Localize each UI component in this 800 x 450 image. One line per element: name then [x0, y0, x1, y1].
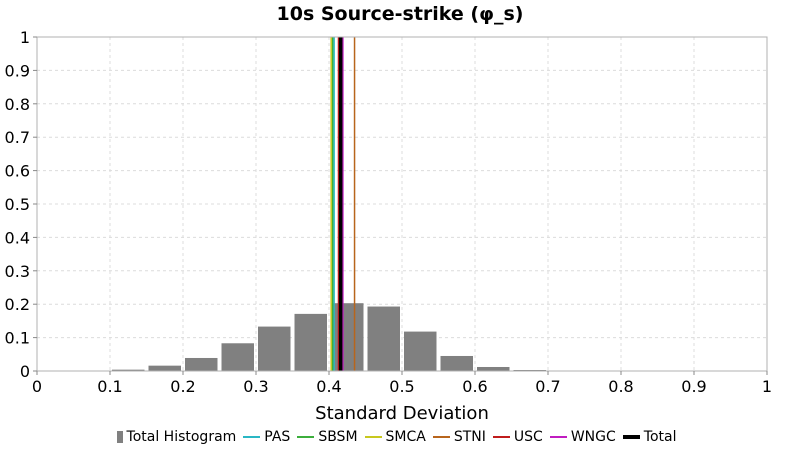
vertical-lines	[330, 37, 356, 371]
legend-item: PAS	[243, 429, 290, 445]
chart-legend: Total Histogram PAS SBSM SMCA STNI USC WNGC Tot…	[0, 429, 800, 445]
x-tick-label: 0	[32, 377, 42, 396]
legend-label: PAS	[264, 429, 291, 445]
legend-swatch	[549, 436, 567, 438]
histogram-bar	[221, 343, 254, 371]
histogram-bar	[331, 303, 364, 371]
x-tick-label: 0.1	[97, 377, 122, 396]
x-tick-label: 0.5	[389, 377, 414, 396]
x-tick-label: 0.6	[462, 377, 487, 396]
legend-item: SMCA	[364, 429, 426, 445]
y-axis-ticks: 0 0.1 0.2 0.3 0.4 0.5 0.6 0.7 0.8 0.9 1	[5, 28, 37, 381]
grid	[36, 36, 768, 372]
legend-item: Total Histogram	[116, 429, 237, 445]
histogram-bar	[513, 369, 546, 371]
chart-title: 10s Source-strike (φ_s)	[277, 3, 524, 25]
legend-item: SBSM	[297, 429, 358, 445]
y-tick-label: 1	[20, 28, 30, 47]
histogram-bar	[367, 306, 400, 371]
x-axis-label: Standard Deviation	[315, 403, 489, 424]
legend-item: Total	[622, 429, 677, 445]
y-tick-label: 0	[20, 362, 30, 381]
x-tick-label: 0.2	[170, 377, 195, 396]
legend-label: WNGC	[570, 429, 616, 445]
legend-swatch	[243, 436, 261, 438]
x-tick-label: 0.9	[681, 377, 706, 396]
x-tick-label: 0.8	[608, 377, 633, 396]
y-tick-label: 0.7	[5, 128, 30, 147]
legend-swatch	[432, 436, 450, 438]
legend-swatch	[492, 436, 510, 438]
histogram-bar	[294, 313, 327, 371]
y-tick-label: 0.3	[5, 262, 30, 281]
x-tick-label: 0.3	[243, 377, 268, 396]
legend-swatch	[622, 435, 640, 439]
legend-label: Total Histogram	[126, 429, 237, 445]
legend-swatch	[116, 431, 123, 443]
y-tick-label: 0.6	[5, 162, 30, 181]
x-tick-label: 0.7	[535, 377, 560, 396]
y-tick-label: 0.1	[5, 329, 30, 348]
y-tick-label: 0.4	[5, 228, 30, 247]
histogram-bar	[112, 369, 145, 371]
x-axis-ticks: 0 0.1 0.2 0.3 0.4 0.5 0.6 0.7 0.8 0.9 1	[32, 371, 772, 396]
y-tick-label: 0.9	[5, 61, 30, 80]
histogram-bar	[185, 357, 218, 371]
legend-label: USC	[513, 429, 543, 445]
legend-item: WNGC	[549, 429, 616, 445]
histogram-bar	[440, 355, 473, 371]
legend-swatch	[297, 436, 315, 438]
x-tick-label: 1	[762, 377, 772, 396]
histogram-bars	[112, 303, 546, 371]
x-tick-label: 0.4	[316, 377, 341, 396]
legend-label: SBSM	[318, 429, 358, 445]
legend-label: SMCA	[385, 429, 426, 445]
legend-label: Total	[643, 429, 677, 445]
legend-label: STNI	[453, 429, 486, 445]
y-tick-label: 0.8	[5, 95, 30, 114]
legend-swatch	[364, 436, 382, 438]
histogram-bar	[148, 365, 181, 371]
legend-item: USC	[492, 429, 543, 445]
y-tick-label: 0.2	[5, 295, 30, 314]
histogram-bar	[258, 326, 291, 371]
y-tick-label: 0.5	[5, 195, 30, 214]
histogram-bar	[404, 331, 437, 371]
legend-item: STNI	[432, 429, 486, 445]
histogram-bar	[477, 366, 510, 371]
